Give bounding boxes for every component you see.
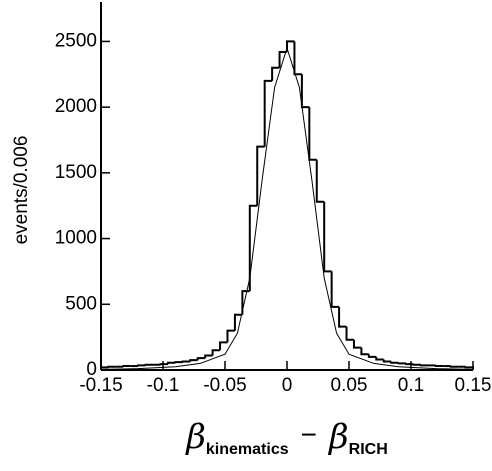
histogram-bin [419,364,429,367]
histogram-bin [181,360,191,363]
histogram-bin [211,349,221,356]
histogram-bin [449,365,459,368]
x-axis-label: βkinematics − βRICH [184,417,388,458]
x-tick-label: -0.15 [79,375,122,396]
histogram-bin [412,363,421,366]
histogram-bin [166,361,176,365]
histogram-bin [256,145,265,206]
histogram-bin [278,50,287,68]
y-tick-label: 2500 [55,30,97,51]
histogram-bin [382,359,392,363]
histogram-bin [248,204,258,292]
histogram-bin [330,271,340,308]
x-tick-label: -0.05 [203,375,246,396]
y-tick-label: 500 [65,293,97,314]
histogram-bin [315,159,325,203]
histogram-bin [434,365,444,368]
histogram-bin [233,313,243,331]
histogram-bin [122,365,131,368]
histogram-bin [271,66,280,81]
fit-curve [100,46,474,370]
histogram-bin [174,361,183,364]
histogram-bin [293,41,302,76]
x-tick-label: 0.05 [331,375,368,396]
histogram-bin [107,365,116,368]
histogram-bin [338,306,347,328]
x-label-part: RICH [349,441,388,458]
x-label-part: β [184,417,206,457]
histogram-bin [204,354,213,359]
histogram-bin [189,359,198,362]
x-tick-label: 0.15 [455,375,492,396]
histogram-bin [219,341,228,351]
histogram-bin [263,79,273,147]
histogram-bin [144,363,154,366]
histogram-bin [345,326,354,341]
x-label-part: kinematics [206,441,289,458]
histogram-bin [196,357,206,361]
histogram-bin [464,366,474,370]
histogram-bin [226,329,235,343]
histogram-bin [360,347,369,356]
histogram-bin [405,363,414,366]
x-tick-label: 0.1 [398,375,424,396]
x-tick-label: -0.1 [147,375,180,396]
histogram-bin [397,362,407,365]
histogram-bin [352,339,362,349]
histogram-bin [308,107,317,161]
y-tick-label: 0 [86,359,97,380]
histogram-bin [367,354,377,358]
x-label-part: − [301,419,317,450]
y-tick-label: 1000 [55,228,97,249]
y-axis-label: events/0.006 [11,136,32,245]
y-tick-label: 2000 [55,96,97,117]
histogram-bin [159,363,168,366]
histogram-bin [375,356,384,361]
histogram-bin [390,361,399,364]
histogram-bin [323,201,332,273]
histogram-bin [137,364,146,367]
y-tick-label: 1500 [55,162,97,183]
histogram-bin [300,74,310,109]
x-label-part: β [327,417,349,457]
x-tick-label: 0 [282,375,293,396]
